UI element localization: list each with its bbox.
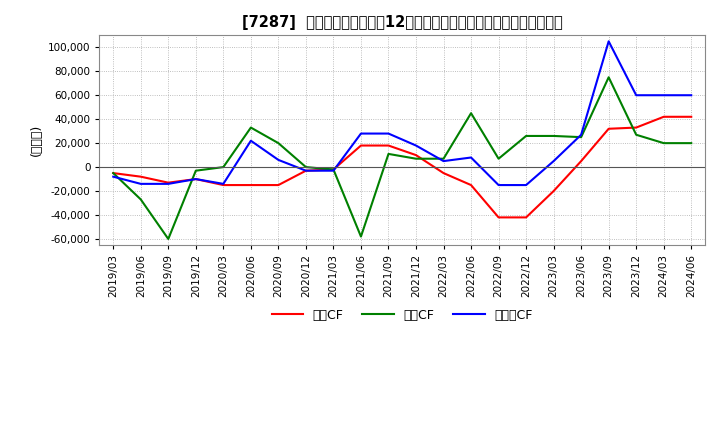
フリーCF [137, 181, 145, 187]
営業CF [329, 167, 338, 172]
投資CF [412, 156, 420, 161]
投資CF [467, 110, 475, 116]
営業CF [412, 153, 420, 158]
投資CF [687, 140, 696, 146]
フリーCF [604, 39, 613, 44]
フリーCF [109, 174, 117, 180]
フリーCF [660, 92, 668, 98]
投資CF [632, 132, 641, 137]
投資CF [164, 236, 173, 242]
営業CF [384, 143, 393, 148]
投資CF [577, 135, 585, 140]
投資CF [109, 170, 117, 176]
フリーCF [384, 131, 393, 136]
営業CF [219, 183, 228, 188]
フリーCF [302, 168, 310, 173]
営業CF [577, 158, 585, 164]
営業CF [660, 114, 668, 119]
営業CF [549, 188, 558, 194]
フリーCF [219, 181, 228, 187]
Y-axis label: (百万円): (百万円) [30, 124, 42, 156]
投資CF [604, 75, 613, 80]
フリーCF [356, 131, 365, 136]
営業CF [246, 183, 255, 188]
フリーCF [246, 138, 255, 143]
投資CF [439, 156, 448, 161]
営業CF [604, 126, 613, 132]
営業CF [302, 168, 310, 173]
投資CF [494, 156, 503, 161]
営業CF [192, 176, 200, 182]
営業CF [164, 180, 173, 185]
営業CF [274, 183, 283, 188]
フリーCF [412, 143, 420, 148]
投資CF [522, 133, 531, 139]
フリーCF [274, 157, 283, 162]
Legend: 営業CF, 投資CF, フリーCF: 営業CF, 投資CF, フリーCF [266, 304, 538, 327]
投資CF [219, 165, 228, 170]
投資CF [274, 140, 283, 146]
フリーCF [467, 155, 475, 160]
投資CF [660, 140, 668, 146]
フリーCF [164, 181, 173, 187]
フリーCF [687, 92, 696, 98]
フリーCF [439, 158, 448, 164]
フリーCF [329, 168, 338, 173]
投資CF [302, 165, 310, 170]
フリーCF [632, 92, 641, 98]
Line: 営業CF: 営業CF [113, 117, 691, 217]
フリーCF [192, 176, 200, 182]
投資CF [192, 168, 200, 173]
投資CF [329, 167, 338, 172]
営業CF [632, 125, 641, 130]
フリーCF [522, 183, 531, 188]
営業CF [467, 183, 475, 188]
Title: [7287]  キャッシュフローの12か月移動合計の対前年同期増減額の推移: [7287] キャッシュフローの12か月移動合計の対前年同期増減額の推移 [242, 15, 562, 30]
投資CF [137, 197, 145, 202]
営業CF [439, 170, 448, 176]
営業CF [522, 215, 531, 220]
営業CF [109, 170, 117, 176]
投資CF [549, 133, 558, 139]
営業CF [356, 143, 365, 148]
投資CF [384, 151, 393, 157]
営業CF [494, 215, 503, 220]
Line: フリーCF: フリーCF [113, 41, 691, 185]
投資CF [246, 125, 255, 130]
フリーCF [577, 132, 585, 137]
投資CF [356, 234, 365, 239]
フリーCF [494, 183, 503, 188]
営業CF [137, 174, 145, 180]
Line: 投資CF: 投資CF [113, 77, 691, 239]
フリーCF [549, 158, 558, 164]
営業CF [687, 114, 696, 119]
